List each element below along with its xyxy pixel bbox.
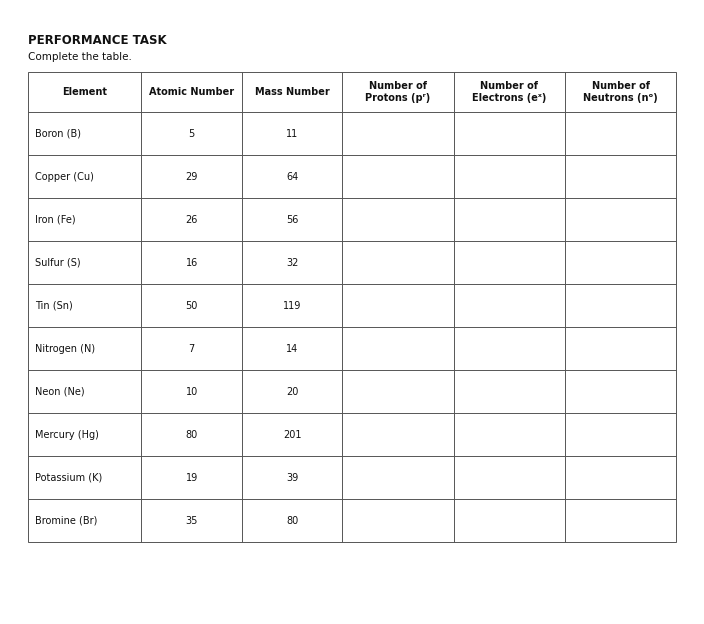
Text: 5: 5 [189, 129, 195, 139]
Text: Mercury (Hg): Mercury (Hg) [35, 429, 99, 439]
Text: 29: 29 [185, 172, 198, 182]
Text: Number of
Neutrons (nᵒ): Number of Neutrons (nᵒ) [583, 80, 658, 104]
Text: Neon (Ne): Neon (Ne) [35, 386, 84, 396]
Text: PERFORMANCE TASK: PERFORMANCE TASK [28, 34, 167, 47]
Text: Number of
Electrons (eˣ): Number of Electrons (eˣ) [472, 80, 546, 104]
Text: 39: 39 [286, 472, 298, 482]
Text: Iron (Fe): Iron (Fe) [35, 215, 75, 225]
Text: 7: 7 [189, 343, 195, 354]
Text: 201: 201 [283, 429, 301, 439]
Text: 119: 119 [283, 301, 301, 311]
Text: 32: 32 [286, 258, 298, 268]
Text: 56: 56 [286, 215, 298, 225]
Text: 35: 35 [185, 515, 198, 525]
Bar [28, 72, 676, 542]
Text: 11: 11 [286, 129, 298, 139]
Text: 10: 10 [185, 386, 198, 396]
Text: Mass Number: Mass Number [255, 87, 329, 97]
Text: 80: 80 [185, 429, 198, 439]
Text: Element: Element [62, 87, 107, 97]
Text: Boron (B): Boron (B) [35, 129, 81, 139]
Text: Atomic Number: Atomic Number [149, 87, 234, 97]
Text: 14: 14 [286, 343, 298, 354]
Text: 26: 26 [185, 215, 198, 225]
Text: 19: 19 [185, 472, 198, 482]
Text: Nitrogen (N): Nitrogen (N) [35, 343, 95, 354]
Text: Complete the table.: Complete the table. [28, 52, 132, 62]
Text: Number of
Protons (pʳ): Number of Protons (pʳ) [365, 80, 431, 104]
Text: Potassium (K): Potassium (K) [35, 472, 102, 482]
Text: 16: 16 [185, 258, 198, 268]
Text: 20: 20 [286, 386, 298, 396]
Text: 80: 80 [286, 515, 298, 525]
Text: Tin (Sn): Tin (Sn) [35, 301, 73, 311]
Text: Copper (Cu): Copper (Cu) [35, 172, 94, 182]
Text: 64: 64 [286, 172, 298, 182]
Text: 50: 50 [185, 301, 198, 311]
Text: Sulfur (S): Sulfur (S) [35, 258, 81, 268]
Text: Bromine (Br): Bromine (Br) [35, 515, 97, 525]
